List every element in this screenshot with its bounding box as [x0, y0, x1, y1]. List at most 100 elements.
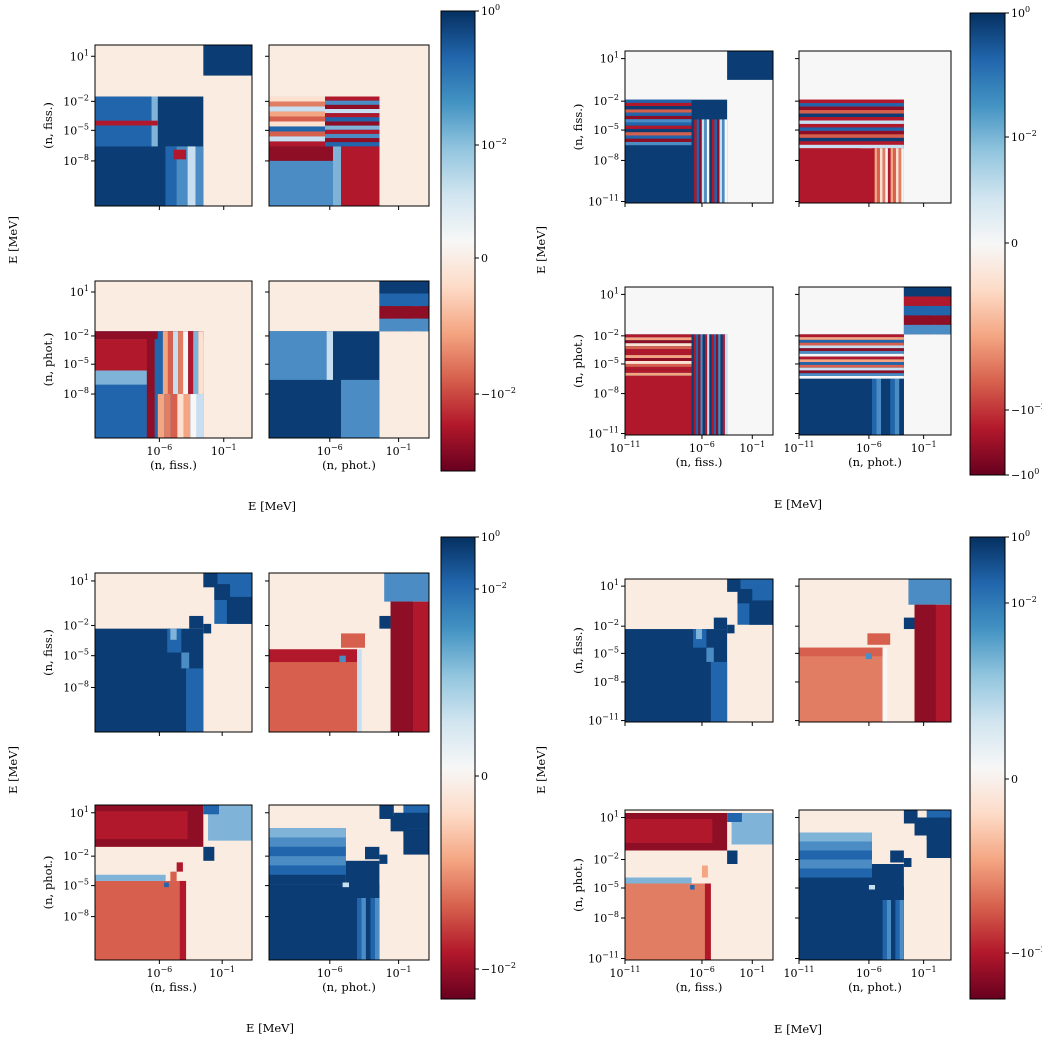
subplot-frame — [624, 286, 774, 436]
heatmap-cell — [625, 629, 728, 722]
y-axis-label: E [MeV] — [534, 746, 548, 794]
y-axis-label: E [MeV] — [6, 746, 20, 794]
heatmap-cell — [690, 885, 695, 890]
heatmap-cell — [625, 352, 692, 356]
heatmap-cell — [625, 106, 692, 110]
heatmap-cell — [325, 96, 380, 101]
x-tick-label: 10−1 — [211, 443, 237, 458]
subplot-br-ff: 101 10−2 10−5 10−8 10−11 (n, fiss.) — [571, 578, 774, 728]
heatmap-cell — [691, 119, 695, 203]
row-label: (n, fiss.) — [571, 104, 585, 151]
y-tick-label: 10−5 — [593, 356, 619, 371]
subplot-bl-pf: 10−6 10−1 101 10−2 10−5 10−8 (n, fiss.) (n, pho… — [41, 804, 253, 994]
heatmap-cell — [799, 110, 904, 114]
heatmap-cell — [269, 837, 346, 847]
subplot-frame — [624, 809, 774, 961]
heatmap-cell — [269, 160, 333, 206]
colorbar-tick-label: 100 — [481, 529, 500, 544]
y-tick-label: 10−2 — [63, 93, 89, 108]
subplot-bl-ff: 101 10−2 10−5 10−8 (n, fiss.) — [41, 572, 253, 736]
x-axis-label: E [MeV] — [774, 497, 822, 511]
heatmap-cell — [625, 877, 692, 884]
x-tick-label: 10−6 — [146, 443, 172, 458]
heatmap-cell — [95, 874, 166, 881]
heatmap-cell — [325, 117, 380, 122]
subplot-bl-fp — [265, 572, 430, 736]
colorbar-tick-label: 10−2 — [481, 581, 507, 596]
x-tick-label: 10−6 — [317, 443, 343, 458]
heatmap-cell — [186, 668, 204, 732]
heatmap-cell — [799, 120, 904, 124]
heatmap-cell — [885, 148, 888, 203]
x-tick-label: 10−6 — [689, 965, 715, 980]
y-tick-label: 10−11 — [588, 951, 619, 966]
y-tick-label: 101 — [70, 48, 89, 63]
heatmap-cell — [903, 287, 951, 297]
colorbar-tick-label: 100 — [481, 3, 500, 18]
heatmap-cell — [167, 331, 173, 395]
heatmap-cell — [696, 334, 699, 435]
heatmap-cell — [203, 623, 212, 634]
heatmap-cell — [709, 119, 712, 203]
heatmap-cell — [325, 104, 380, 109]
y-tick-label: 10−2 — [63, 617, 89, 632]
y-tick-label: 10−5 — [593, 122, 619, 137]
heatmap-cell — [157, 331, 163, 395]
col-label: (n, phot.) — [848, 455, 902, 469]
heatmap-cell — [799, 117, 904, 121]
heatmap-cell — [625, 125, 692, 129]
heatmap-cell — [749, 600, 773, 625]
x-tick-label: 10−6 — [689, 440, 715, 455]
heatmap-cell — [799, 339, 904, 343]
heatmap-cell — [890, 378, 895, 435]
colorbar-tick-label: 0 — [1011, 237, 1018, 250]
heatmap-cell — [882, 148, 886, 203]
heatmap-cell — [269, 141, 325, 147]
heatmap-cell — [701, 865, 708, 878]
heatmap-cell — [342, 882, 349, 888]
heatmap-cell — [269, 131, 325, 137]
heatmap-cell — [694, 119, 697, 203]
heatmap-cell — [885, 378, 891, 435]
heatmap-cell — [868, 885, 875, 890]
col-label: (n, fiss.) — [150, 980, 197, 994]
subplot-frame — [798, 809, 952, 961]
heatmap-cell — [914, 604, 936, 722]
heatmap-cell — [203, 573, 218, 588]
heatmap-cell — [876, 378, 882, 435]
heatmap-cell — [325, 133, 380, 139]
heatmap-cell — [164, 394, 171, 438]
colorbar-tick-label: 0 — [481, 252, 488, 265]
heatmap-cell — [403, 828, 429, 855]
heatmap-cell — [625, 337, 692, 341]
heatmap-cell — [799, 364, 904, 368]
subplot-tr-ff: 101 10−2 10−5 10−8 10−11 (n, fiss.) — [571, 50, 774, 208]
x-tick-label: 10−6 — [856, 440, 882, 455]
y-axis-label: E [MeV] — [534, 226, 548, 274]
heatmap-cell — [727, 624, 735, 634]
heatmap-cell — [269, 96, 325, 102]
y-tick-label: 10−5 — [63, 648, 89, 663]
subplot-frame — [268, 44, 430, 207]
heatmap-cell — [325, 142, 380, 147]
heatmap-cell — [625, 122, 692, 126]
y-tick-label: 10−8 — [63, 909, 89, 924]
col-label: (n, phot.) — [848, 980, 902, 994]
heatmap-cell — [799, 359, 904, 363]
heatmap-cell — [908, 579, 951, 605]
heatmap-cell — [799, 841, 872, 851]
heatmap-cell — [799, 367, 904, 371]
heatmap-cell — [269, 121, 325, 127]
heatmap-cell — [95, 811, 188, 840]
heatmap-cell — [926, 832, 951, 858]
heatmap-cell — [799, 353, 904, 357]
subplot-tl-ff: 101 10−2 10−5 10−8 (n, fiss.) — [41, 44, 253, 210]
col-label: (n, phot.) — [322, 458, 376, 472]
col-label: (n, fiss.) — [150, 458, 197, 472]
heatmap-cell — [203, 805, 220, 815]
colorbar — [440, 536, 476, 1000]
row-label: (n, fiss.) — [571, 627, 585, 674]
heatmap-cell — [269, 106, 325, 112]
